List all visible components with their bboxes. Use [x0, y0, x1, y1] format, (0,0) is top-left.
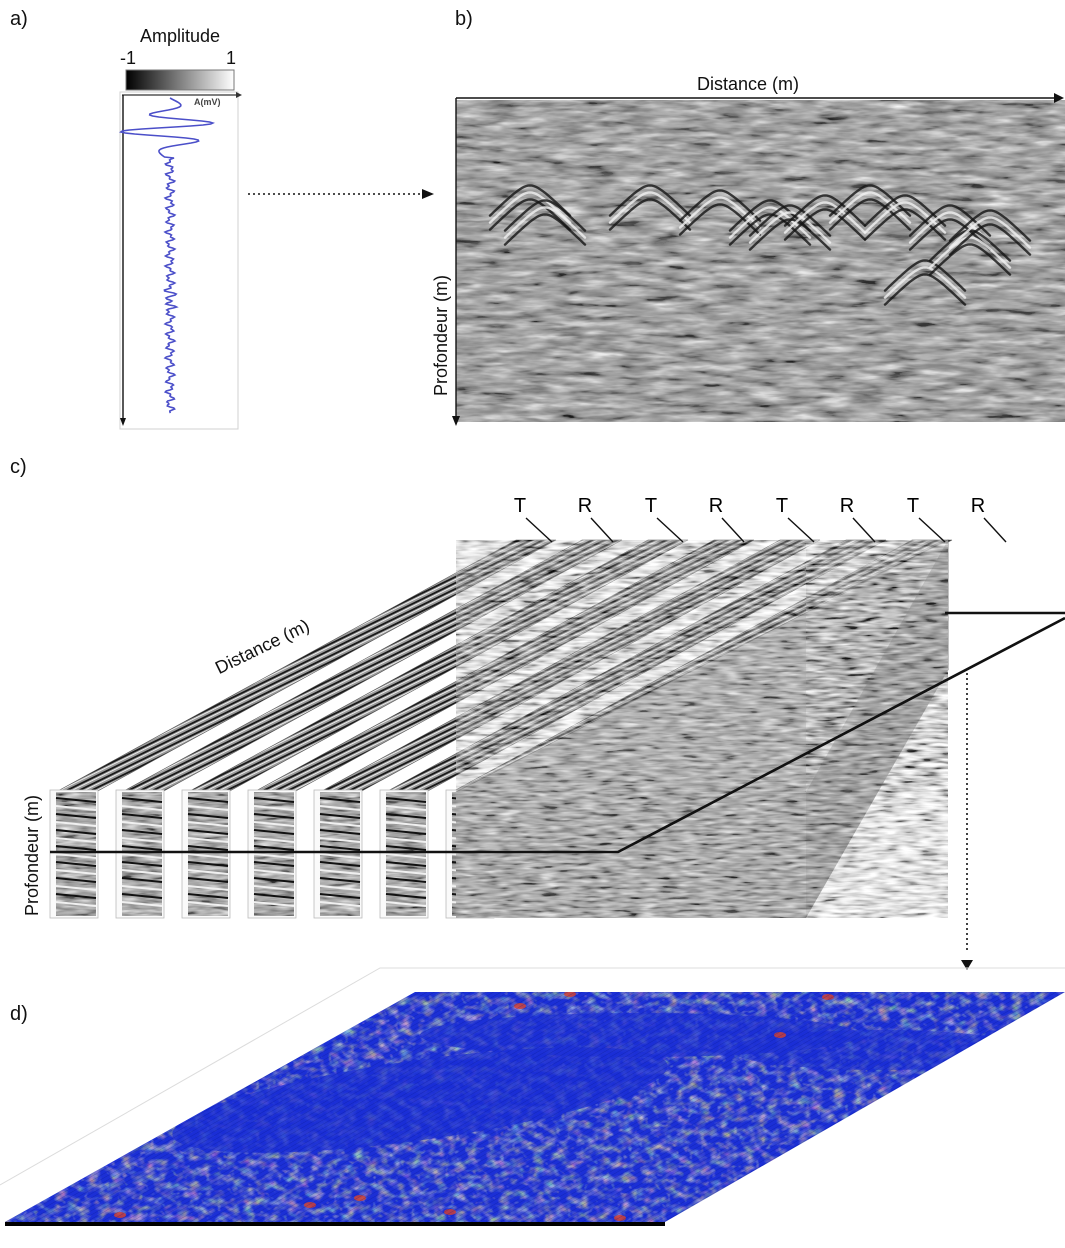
panel-label-a: a) — [10, 8, 28, 30]
antenna-label: R — [840, 495, 854, 517]
trace-panel — [118, 69, 242, 430]
stack-ylabel: Profondeur (m) — [22, 794, 42, 916]
panel-label-b: b) — [455, 8, 473, 30]
radargram-xlabel: Distance (m) — [697, 74, 800, 94]
antenna-label: T — [514, 495, 526, 517]
antenna-label: T — [776, 495, 788, 517]
antenna-label: R — [971, 495, 985, 517]
antenna-label: R — [709, 495, 723, 517]
antenna-label: R — [578, 495, 592, 517]
radargram-ylabel: Profondeur (m) — [431, 274, 451, 396]
arrow-a-to-b — [248, 189, 434, 199]
amplitude-title: Amplitude — [140, 26, 221, 46]
colorbar-max-label: 1 — [226, 48, 237, 68]
antenna-label: T — [645, 495, 657, 517]
panel-label-d: d) — [10, 1003, 28, 1025]
trace-axis-unit: A(mV) — [194, 97, 221, 107]
antenna-label: T — [907, 495, 919, 517]
depth-slice — [0, 967, 1065, 1226]
trace-waveform — [118, 97, 215, 414]
radargram — [452, 93, 1065, 426]
amplitude-colorbar — [125, 69, 235, 91]
trace-frame — [119, 91, 239, 430]
panel-label-c: c) — [10, 456, 27, 478]
radargram-image — [456, 100, 1065, 422]
colorbar-min-label: -1 — [120, 48, 137, 68]
depth-plane-edge — [50, 616, 1065, 854]
